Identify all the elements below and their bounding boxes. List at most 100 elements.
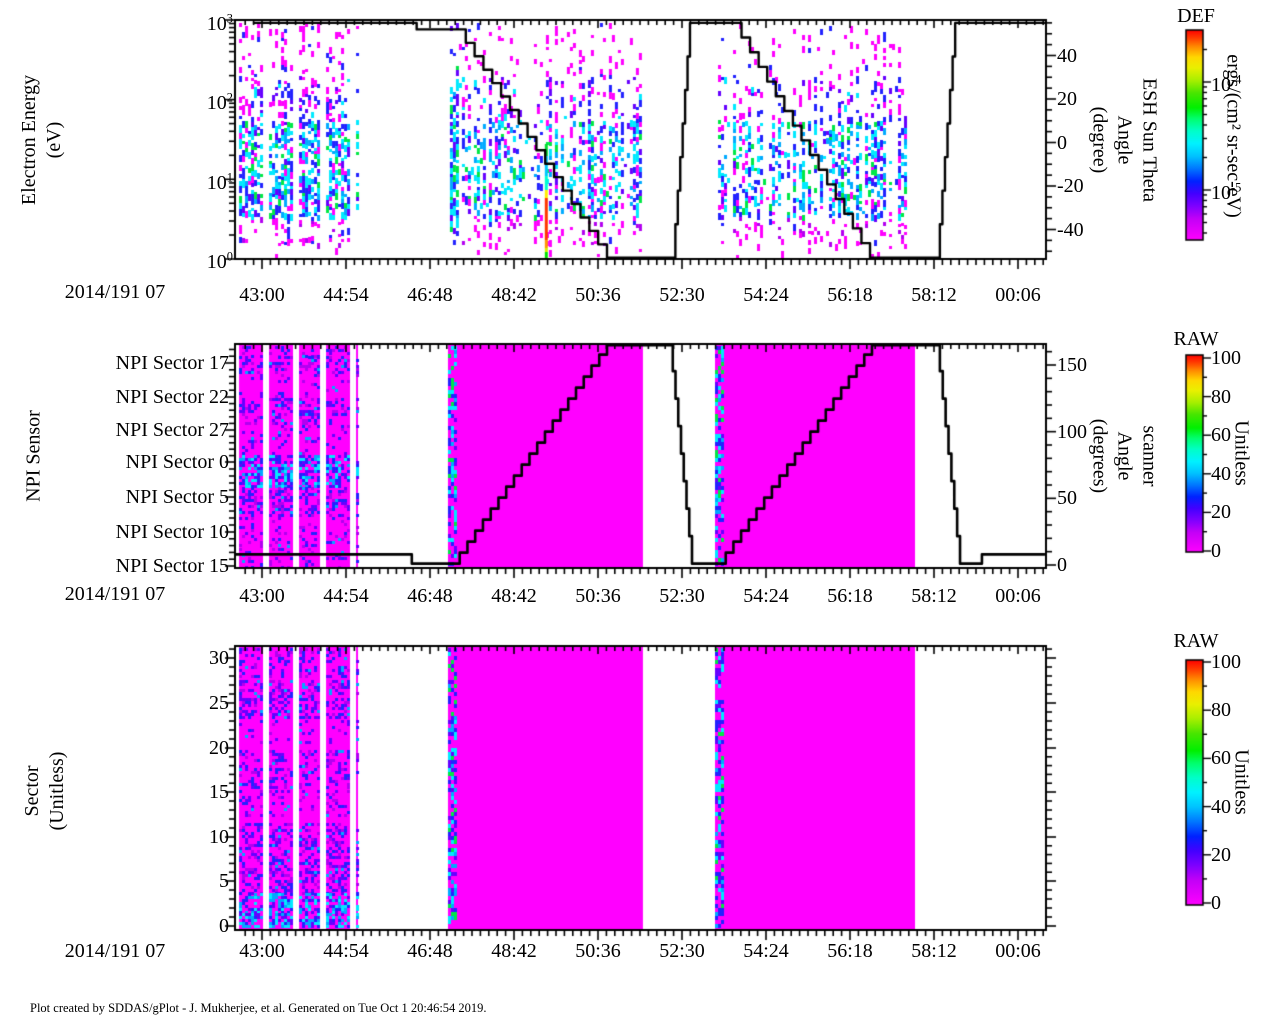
colorbar-tick-label-raw-middle: 20: [1211, 501, 1231, 524]
right-tick-label-theta: 20: [1057, 88, 1077, 110]
x-tick-label: 48:42: [491, 940, 537, 962]
right-tick-label-theta: -20: [1057, 175, 1084, 197]
x-tick-label: 43:00: [239, 585, 285, 607]
colorbar-title-raw-bottom: RAW: [1173, 630, 1219, 652]
y-tick-label-sector: 10: [209, 826, 229, 848]
y-tick-label-npi-sector: NPI Sector 10: [115, 521, 229, 543]
colorbar-tick-label-raw-bottom: 20: [1211, 843, 1231, 866]
y-tick-label-sector: 25: [209, 692, 229, 714]
x-tick-label: 44:54: [323, 585, 369, 607]
colorbar-title-def: DEF: [1177, 5, 1215, 27]
colorbar-tick-label-raw-middle: 0: [1211, 540, 1221, 562]
right-tick-label-theta: 40: [1057, 44, 1077, 67]
right-axis-title-line: (degrees): [1088, 418, 1111, 494]
colorbar-tick-label-raw-bottom: 80: [1211, 699, 1231, 722]
x-tick-label: 50:36: [575, 585, 621, 607]
x-tick-label: 56:18: [827, 940, 873, 962]
y-tick-label-energy: 102: [206, 90, 233, 114]
colorbar-tick-label-def: 10-4: [1211, 72, 1242, 96]
right-axis-title-esh-sun-theta: ESH Sun Theta Angle (degree): [1087, 78, 1162, 202]
colorbar-tick-label-raw-middle: 80: [1211, 385, 1231, 408]
y-axis-title-line: (Unitless): [46, 751, 68, 831]
x-tick-label: 46:48: [407, 940, 453, 962]
colorbar-tick-label-raw-middle: 40: [1211, 462, 1231, 485]
x-tick-label: 54:24: [743, 585, 789, 607]
x-tick-label: 48:42: [491, 284, 537, 306]
x-axis-date-label-middle: 2014/191 07: [64, 583, 166, 605]
y-tick-label-energy: 103: [206, 11, 233, 35]
y-tick-label-npi-sector: NPI Sector 27: [115, 419, 229, 441]
y-tick-label-sector: 0: [219, 915, 229, 937]
right-tick-label-scanner: 0: [1057, 554, 1067, 576]
x-tick-label: 50:36: [575, 940, 621, 962]
colorbar-title-raw-middle: RAW: [1173, 328, 1219, 350]
right-tick-label-theta: -40: [1057, 218, 1084, 241]
y-tick-label-npi-sector: NPI Sector 15: [115, 555, 229, 577]
right-axis-title-line: (degree): [1088, 106, 1111, 174]
x-tick-label: 56:18: [827, 585, 873, 607]
colorbar-tick-label-raw-middle: 100: [1211, 347, 1241, 369]
y-axis-title-line: Electron Energy: [18, 74, 40, 206]
colorbar-tick-label-raw-bottom: 60: [1211, 747, 1231, 770]
panel-npi-sensor: [235, 344, 1046, 568]
x-tick-label: 54:24: [743, 940, 789, 962]
x-tick-label: 46:48: [407, 585, 453, 607]
y-tick-label-energy: 101: [206, 170, 233, 194]
colorbar-unit-raw-bottom: Unitless: [1230, 749, 1253, 815]
y-axis-title-line: Sector: [21, 765, 43, 817]
y-tick-label-npi-sector: NPI Sector 5: [125, 486, 229, 508]
x-tick-label: 58:12: [911, 284, 957, 306]
right-axis-title-line: Angle: [1113, 115, 1136, 165]
colorbar-unit-raw-middle: Unitless: [1230, 420, 1253, 486]
x-tick-label: 52:30: [659, 940, 705, 962]
y-tick-label-sector: 20: [209, 737, 229, 759]
y-axis-title-npi-sensor: NPI Sensor: [22, 410, 47, 502]
right-tick-label-scanner: 150: [1057, 354, 1087, 376]
y-tick-label-npi-sector: NPI Sector 0: [125, 451, 229, 473]
x-axis-date-label-bottom: 2014/191 07: [64, 940, 166, 962]
y-tick-label-npi-sector: NPI Sector 22: [115, 386, 229, 408]
x-tick-label: 54:24: [743, 284, 789, 306]
right-axis-title-line: Angle: [1113, 431, 1136, 481]
x-tick-label: 44:54: [323, 940, 369, 962]
colorbar-tick-label-def: 10-5: [1211, 180, 1242, 204]
right-axis-title-scanner-angle: scanner Angle (degrees): [1087, 419, 1162, 493]
colorbar-tick-label-raw-bottom: 0: [1211, 892, 1221, 914]
right-tick-label-theta: 0: [1057, 131, 1067, 154]
y-axis-title-electron-energy: Electron Energy (eV): [17, 75, 67, 205]
x-tick-label: 46:48: [407, 284, 453, 306]
x-axis-date-label-top: 2014/191 07: [64, 281, 166, 303]
panel-sector: [235, 646, 1046, 930]
x-tick-label: 52:30: [659, 585, 705, 607]
y-axis-title-line: NPI Sensor: [22, 410, 45, 502]
colorbar-tick-label-raw-bottom: 40: [1211, 795, 1231, 818]
right-axis-title-line: ESH Sun Theta: [1138, 77, 1161, 203]
x-tick-label: 58:12: [911, 940, 957, 962]
footer-credit: Plot created by SDDAS/gPlot - J. Mukherj…: [30, 1001, 487, 1015]
colorbar-tick-label-raw-bottom: 100: [1211, 651, 1241, 673]
x-tick-label: 43:00: [239, 284, 285, 306]
right-tick-label-scanner: 50: [1057, 487, 1077, 510]
x-tick-label: 00:06: [995, 940, 1041, 962]
x-tick-label: 48:42: [491, 585, 537, 607]
right-tick-label-scanner: 100: [1057, 420, 1087, 443]
x-tick-label: 43:00: [239, 940, 285, 962]
y-tick-label-sector: 5: [219, 870, 229, 892]
x-tick-label: 52:30: [659, 284, 705, 306]
y-tick-label-energy: 100: [206, 249, 233, 273]
x-tick-label: 00:06: [995, 585, 1041, 607]
x-tick-label: 00:06: [995, 284, 1041, 306]
x-tick-label: 44:54: [323, 284, 369, 306]
x-tick-label: 50:36: [575, 284, 621, 306]
y-tick-label-npi-sector: NPI Sector 17: [115, 352, 229, 374]
x-tick-label: 56:18: [827, 284, 873, 306]
right-axis-title-line: scanner: [1138, 425, 1161, 487]
x-tick-label: 58:12: [911, 585, 957, 607]
y-tick-label-sector: 30: [209, 647, 229, 669]
y-tick-label-sector: 15: [209, 781, 229, 803]
colorbar-tick-label-raw-middle: 60: [1211, 424, 1231, 447]
y-axis-title-line: (eV): [43, 121, 65, 159]
panel-electron-energy: [235, 20, 1046, 259]
